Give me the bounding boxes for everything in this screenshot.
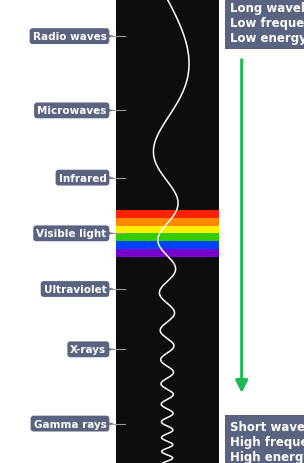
Text: Infrared: Infrared	[59, 173, 112, 183]
Bar	[116, 219, 219, 226]
Bar	[116, 234, 219, 242]
Bar	[116, 242, 219, 249]
Bar	[116, 226, 219, 234]
Text: Ultraviolet: Ultraviolet	[44, 284, 112, 294]
Bar	[116, 211, 219, 219]
Text: Microwaves: Microwaves	[37, 106, 112, 116]
Text: X-rays: X-rays	[70, 344, 112, 355]
Text: Visible light: Visible light	[36, 229, 112, 239]
Text: Long wavelength
Low frequency
Low energy: Long wavelength Low frequency Low energy	[230, 2, 304, 45]
Bar	[116, 249, 219, 257]
Text: Radio waves: Radio waves	[33, 32, 112, 42]
Bar	[116, 0, 219, 463]
Text: Short wavelength
High frequency
High energy: Short wavelength High frequency High ene…	[230, 420, 304, 463]
Text: Gamma rays: Gamma rays	[33, 419, 112, 429]
